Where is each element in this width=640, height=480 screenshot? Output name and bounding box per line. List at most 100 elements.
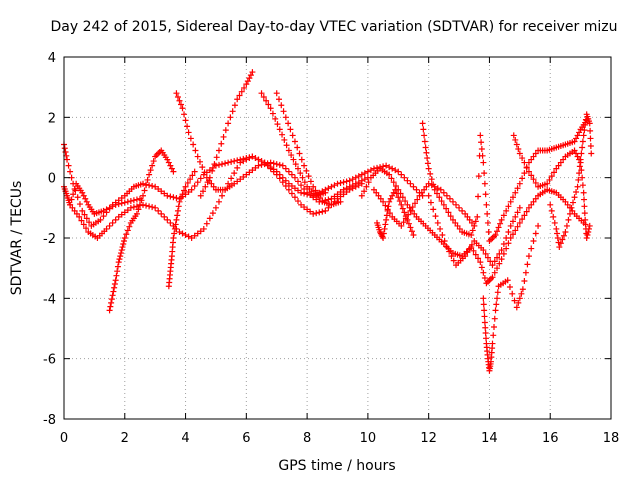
data-point-marker <box>481 180 488 187</box>
data-point-marker <box>133 210 140 217</box>
data-point-marker <box>146 171 153 178</box>
data-point-marker <box>480 269 487 276</box>
data-point-marker <box>272 115 279 122</box>
data-point-marker <box>402 198 409 205</box>
data-point-marker <box>489 274 496 281</box>
data-point-marker <box>79 207 86 214</box>
data-point-marker <box>70 191 77 198</box>
data-point-marker <box>407 180 414 187</box>
data-point-marker <box>569 207 576 214</box>
data-point-marker <box>568 204 575 211</box>
data-point-marker <box>171 230 178 237</box>
data-point-marker <box>410 183 417 190</box>
data-point-marker <box>337 198 344 205</box>
data-point-marker <box>80 192 87 199</box>
data-point-marker <box>514 223 521 230</box>
data-point-marker <box>400 219 407 226</box>
data-point-marker <box>570 199 577 206</box>
data-point-marker <box>213 154 220 161</box>
data-point-marker <box>200 188 207 195</box>
data-point-marker <box>337 188 344 195</box>
data-point-marker <box>285 147 292 154</box>
data-point-marker <box>249 167 256 174</box>
data-point-marker <box>380 163 387 170</box>
series-arc-16 <box>61 180 143 217</box>
data-point-marker <box>361 170 368 177</box>
data-point-marker <box>410 231 417 238</box>
data-point-marker <box>294 178 301 185</box>
data-point-marker <box>562 228 569 235</box>
data-point-marker <box>312 187 319 194</box>
data-point-marker <box>553 165 560 172</box>
x-tick-label: 12 <box>420 431 437 446</box>
data-point-marker <box>485 228 492 235</box>
data-point-marker <box>386 198 393 205</box>
data-point-marker <box>408 228 415 235</box>
data-point-marker <box>571 138 578 145</box>
data-point-marker <box>424 160 431 167</box>
data-point-marker <box>114 268 121 275</box>
data-point-marker <box>491 258 498 265</box>
data-point-marker <box>288 171 295 178</box>
data-point-marker <box>401 209 408 216</box>
data-point-marker <box>518 290 525 297</box>
data-point-marker <box>346 183 353 190</box>
data-point-marker <box>270 160 277 167</box>
data-point-marker <box>222 160 229 167</box>
series-arc-10 <box>419 117 590 245</box>
data-point-marker <box>535 222 542 229</box>
data-point-marker <box>503 235 510 241</box>
data-point-marker <box>416 192 423 199</box>
data-point-marker <box>422 144 429 151</box>
data-point-marker <box>580 132 587 139</box>
data-point-marker <box>383 212 390 219</box>
data-point-marker <box>481 313 488 320</box>
series-arc-6 <box>273 90 344 208</box>
data-point-marker <box>440 189 447 196</box>
data-point-marker <box>521 170 528 177</box>
data-point-marker <box>507 222 514 229</box>
data-point-marker <box>358 192 365 199</box>
data-point-marker <box>475 173 482 180</box>
data-point-marker <box>380 235 387 241</box>
data-point-marker <box>115 259 122 266</box>
data-point-marker <box>352 180 359 187</box>
data-point-marker <box>255 156 262 163</box>
data-point-marker <box>118 200 125 207</box>
data-point-marker <box>439 231 446 238</box>
data-point-marker <box>167 219 174 226</box>
data-point-marker <box>581 127 588 134</box>
data-point-marker <box>215 198 222 205</box>
data-point-marker <box>115 213 122 220</box>
data-point-marker <box>310 183 317 190</box>
data-point-marker <box>484 254 491 261</box>
data-point-marker <box>587 142 594 149</box>
data-point-marker <box>402 213 409 220</box>
data-point-marker <box>491 323 498 330</box>
data-point-marker <box>530 153 537 160</box>
data-point-marker <box>579 144 586 151</box>
data-point-marker <box>307 208 314 215</box>
data-point-marker <box>220 133 227 140</box>
data-point-marker <box>79 189 86 196</box>
data-point-marker <box>173 216 180 223</box>
data-point-marker <box>576 129 583 136</box>
data-point-marker <box>343 178 350 185</box>
data-point-marker <box>229 108 236 115</box>
data-point-marker <box>325 185 332 192</box>
data-point-marker <box>265 101 272 108</box>
data-point-marker <box>225 159 232 166</box>
data-point-marker <box>466 216 473 223</box>
data-point-marker <box>337 179 344 186</box>
data-point-marker <box>398 222 405 229</box>
data-point-marker <box>149 162 156 169</box>
data-point-marker <box>294 187 301 194</box>
data-point-marker <box>328 183 335 190</box>
data-point-marker <box>118 211 125 218</box>
data-point-marker <box>358 171 365 178</box>
data-point-marker <box>513 141 520 148</box>
data-point-marker <box>143 182 150 189</box>
data-point-marker <box>189 172 196 179</box>
data-point-marker <box>571 147 578 154</box>
